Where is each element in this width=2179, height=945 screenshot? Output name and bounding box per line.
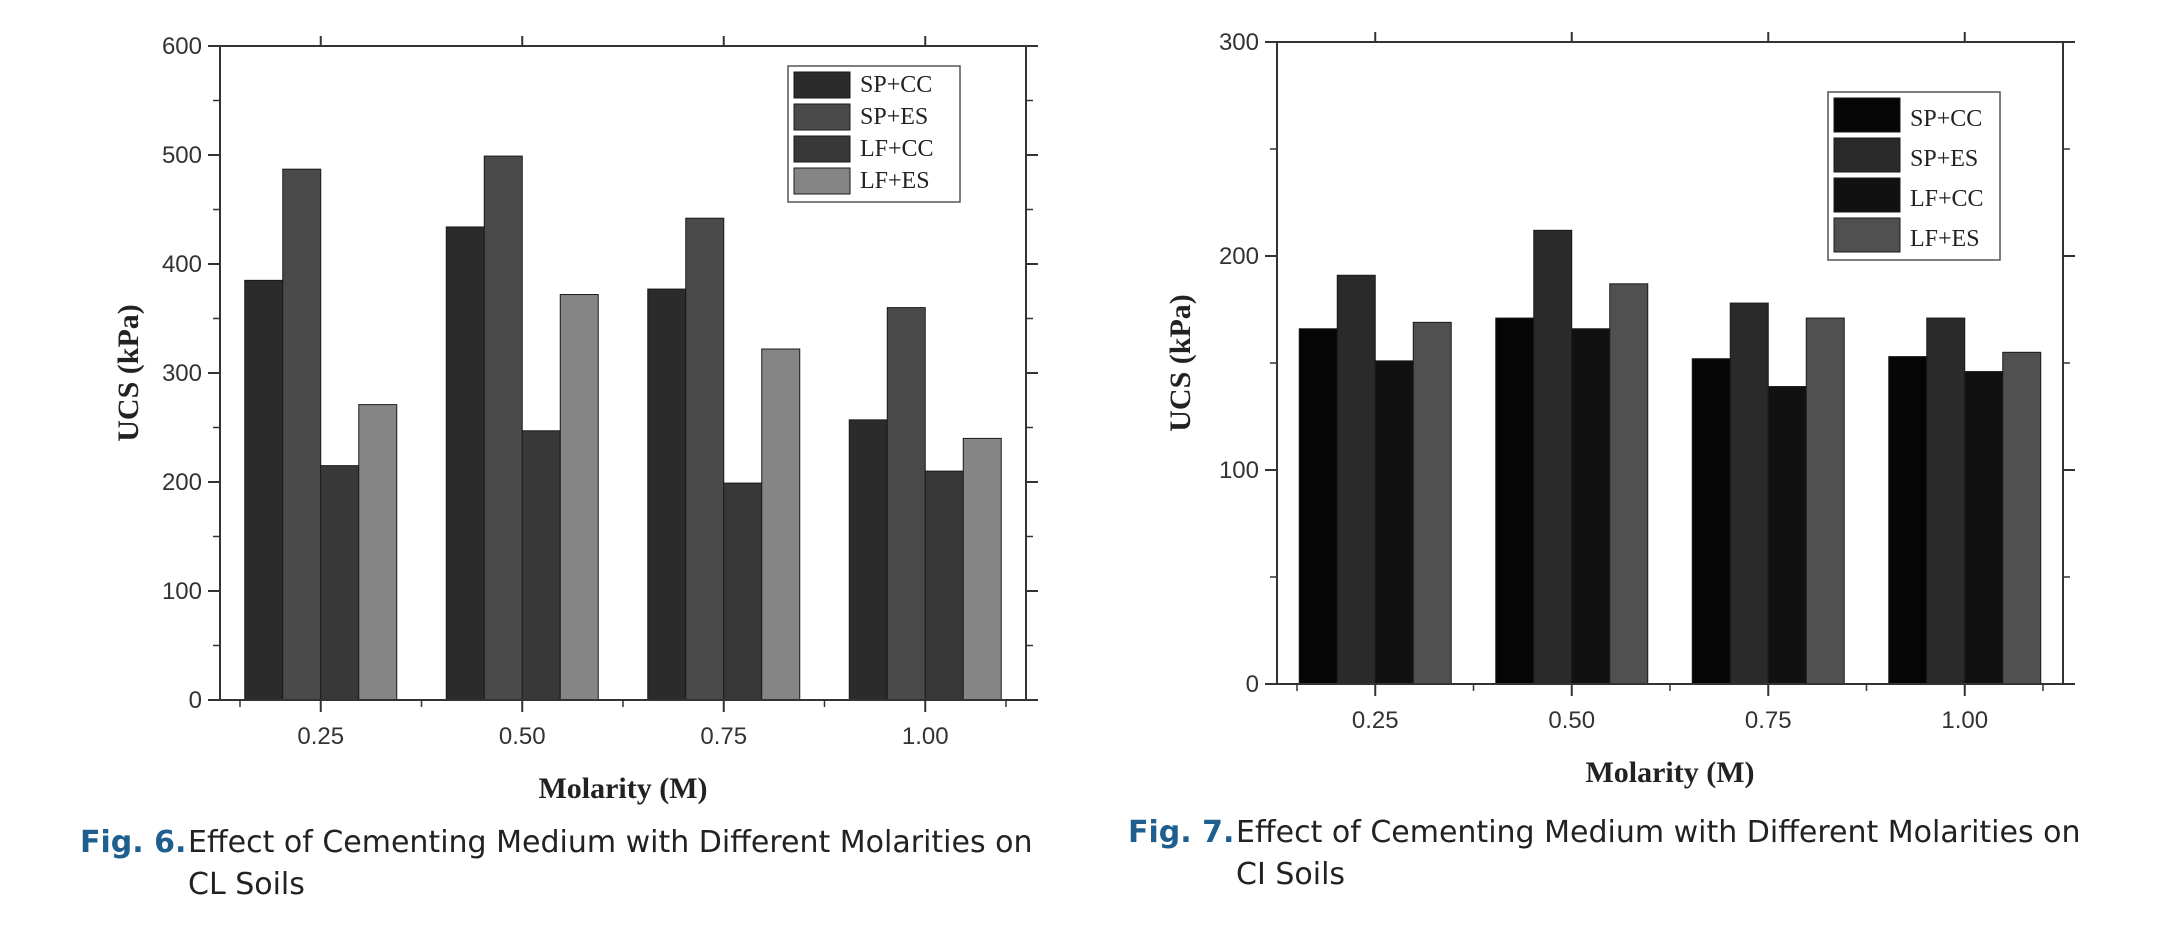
bar-lf-es-0.75 (1805, 317, 1845, 685)
y-axis-label: UCS (kPa) (112, 304, 145, 442)
x-tick-label: 0.75 (1745, 707, 1792, 734)
legend-label: LF+ES (1910, 226, 1980, 252)
bar-lf-cc-0.75 (723, 482, 763, 701)
bar-lf-es-0.25 (358, 404, 398, 701)
legend-swatch (793, 135, 851, 163)
bar-sp-cc-0.50 (1495, 317, 1535, 685)
bar-lf-es-0.25 (1412, 321, 1452, 685)
y-axis-label: UCS (kPa) (1164, 294, 1197, 432)
bar-lf-cc-1.00 (924, 470, 964, 701)
legend-swatch (793, 103, 851, 131)
bar-sp-cc-0.50 (445, 226, 485, 701)
x-tick-label: 0.50 (499, 723, 546, 750)
x-tick-label: 0.25 (1352, 707, 1399, 734)
figure-caption-text: Effect of Cementing Medium with Differen… (1236, 815, 2081, 892)
legend-label: LF+CC (860, 136, 934, 162)
x-tick-label: 1.00 (902, 723, 949, 750)
legend: SP+CC SP+ES LF+CC LF+ES (1827, 91, 2001, 261)
y-tick-label: 300 (1219, 29, 1259, 56)
legend: SP+CC SP+ES LF+CC LF+ES (787, 65, 961, 203)
x-tick-label: 0.25 (297, 723, 344, 750)
bar-sp-cc-0.25 (1298, 328, 1338, 685)
legend-swatch (1833, 217, 1901, 253)
y-tick-label: 200 (162, 469, 202, 496)
bar-sp-es-0.25 (1336, 274, 1376, 685)
bar-lf-es-1.00 (2002, 351, 2042, 685)
legend-swatch (793, 71, 851, 99)
legend-swatch (1833, 177, 1901, 213)
x-tick-label: 0.50 (1548, 707, 1595, 734)
legend-swatch (793, 167, 851, 195)
y-tick-label: 0 (1246, 671, 1259, 698)
figure-caption-7: Fig. 7. Effect of Cementing Medium with … (1128, 812, 2118, 896)
y-tick-label: 500 (162, 142, 202, 169)
legend-swatch (1833, 137, 1901, 173)
y-tick-label: 300 (162, 360, 202, 387)
bar-sp-es-0.75 (685, 217, 725, 701)
y-tick-label: 100 (162, 578, 202, 605)
bar-sp-cc-1.00 (1888, 356, 1928, 685)
y-tick-label: 200 (1219, 243, 1259, 270)
figure-caption-6: Fig. 6. Effect of Cementing Medium with … (80, 822, 1060, 906)
bar-lf-cc-0.50 (521, 430, 561, 701)
bar-sp-cc-0.25 (244, 279, 284, 701)
bar-sp-es-1.00 (886, 307, 926, 701)
y-tick-label: 600 (162, 33, 202, 60)
x-axis-label: Molarity (M) (538, 772, 707, 805)
bar-lf-es-1.00 (962, 437, 1002, 701)
bar-sp-cc-0.75 (647, 288, 687, 701)
bar-sp-cc-0.75 (1691, 358, 1731, 685)
bar-lf-es-0.50 (1609, 283, 1649, 685)
figure-label: Fig. 6. (80, 825, 187, 860)
legend-label: LF+CC (1910, 186, 1984, 212)
legend-label: LF+ES (860, 168, 930, 194)
bar-sp-es-0.50 (1533, 229, 1573, 685)
bar-sp-es-0.50 (483, 155, 523, 701)
bar-lf-cc-0.75 (1767, 386, 1807, 685)
bar-lf-cc-0.25 (1374, 360, 1414, 685)
legend-swatch (1833, 97, 1901, 133)
figure-label: Fig. 7. (1128, 815, 1235, 850)
ucs-bar-chart-ci: 0 100 200 300 0.25 0.50 0.75 1.00 Molarity (M) UC… (1164, 29, 2075, 789)
y-tick-label: 0 (189, 687, 202, 714)
legend-label: SP+ES (860, 104, 928, 130)
bar-lf-es-0.75 (761, 348, 801, 701)
x-tick-label: 0.75 (700, 723, 747, 750)
bar-sp-cc-1.00 (848, 419, 888, 701)
bar-sp-es-0.25 (282, 168, 322, 701)
x-axis-label: Molarity (M) (1585, 756, 1754, 789)
legend-label: SP+CC (1910, 106, 1982, 132)
y-tick-label: 100 (1219, 457, 1259, 484)
bar-lf-cc-1.00 (1964, 371, 2004, 685)
bar-sp-es-0.75 (1729, 302, 1769, 685)
bar-lf-cc-0.50 (1571, 328, 1611, 685)
bar-lf-cc-0.25 (320, 465, 360, 701)
x-tick-label: 1.00 (1941, 707, 1988, 734)
bar-sp-es-1.00 (1926, 317, 1966, 685)
bar-lf-es-0.50 (559, 294, 599, 701)
legend-label: SP+CC (860, 72, 932, 98)
figure-caption-text: Effect of Cementing Medium with Differen… (188, 825, 1033, 902)
ucs-bar-chart-cl: 0 100 200 300 400 500 600 0.25 0.50 0.75 1.00 Molar… (112, 33, 1038, 805)
y-tick-label: 400 (162, 251, 202, 278)
legend-label: SP+ES (1910, 146, 1978, 172)
